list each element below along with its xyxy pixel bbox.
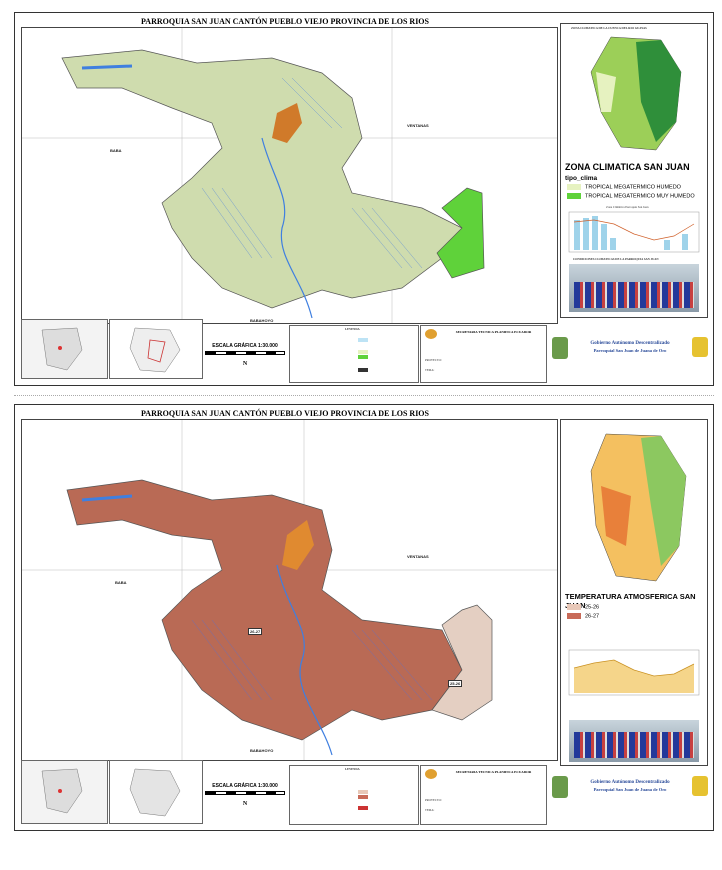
neighbor-label: VENTANAS	[407, 554, 429, 559]
photo-title: CONDICIONES CLIMATICAS DE LA PARROQUIA S…	[573, 257, 659, 261]
ecuador-coat-of-arms	[692, 776, 708, 796]
separator	[14, 395, 714, 396]
gad-parish: Parroquial San Juan de Juana de Oro	[593, 787, 667, 792]
parish-coat-of-arms	[552, 776, 568, 798]
side-panel-temperature: TEMPERATURA ATMOSFERICA SAN JUAN 25-26 2…	[560, 419, 708, 766]
legend-item: TROPICAL MEGATERMICO HUMEDO	[567, 184, 681, 190]
parish-coat-of-arms	[552, 337, 568, 359]
scale-label: ESCALA GRÁFICA 1:30.000	[212, 343, 278, 349]
neighbor-label: BABA	[115, 580, 127, 585]
legend-field: tipo_clima	[565, 175, 598, 182]
zone-label: 26-27	[248, 628, 263, 635]
legend-swatch	[567, 184, 581, 190]
project-label: PROYECTO:	[425, 358, 442, 362]
legend-swatch	[567, 604, 581, 610]
legend-swatch	[567, 193, 581, 199]
scale-bar: ESCALA GRÁFICA 1:30.000 N	[205, 343, 285, 367]
legend-item: TROPICAL MEGATERMICO MUY HUMEDO	[567, 193, 695, 199]
main-map-temperature[interactable]: BABA VENTANAS BABAHOYO 26-27 25-26	[21, 419, 558, 761]
gad-parish: Parroquial San Juan de Juana de Oro	[593, 348, 667, 353]
neighbor-label: VENTANAS	[407, 123, 429, 128]
ecuador-locator-map	[21, 760, 108, 824]
temperature-chart	[568, 649, 700, 696]
map-sheet-temperature: PARROQUIA SAN JUAN CANTÓN PUEBLO VIEJO P…	[14, 404, 714, 831]
neighbor-label: BABAHOYO	[250, 748, 274, 753]
canton-locator-map	[109, 760, 203, 824]
title-block: SECRETARIA TECNICA PLANIFICA ECUADOR PRO…	[420, 325, 547, 383]
zone-label: 25-26	[448, 680, 463, 687]
gad-name: Gobierno Autónomo Descentralizado	[590, 780, 670, 785]
gad-block: Gobierno Autónomo Descentralizado Parroq…	[550, 331, 710, 379]
scale-bar: ESCALA GRÁFICA 1:30.000 N	[205, 783, 285, 807]
gad-name: Gobierno Autónomo Descentralizado	[590, 341, 670, 346]
north-arrow: N	[242, 361, 248, 367]
chart-title: Zona Climática Parroquia San Juan	[606, 205, 649, 209]
temperature-photo	[569, 720, 699, 762]
neighbor-label: BABAHOYO	[250, 318, 274, 323]
climate-photo	[569, 264, 699, 312]
north-arrow: N	[242, 801, 248, 807]
inset-title: ZONA CLIMATICA DE LA CUENCA DEL RIO GUAY…	[571, 26, 647, 30]
agency-logo	[425, 769, 437, 779]
river	[276, 564, 333, 756]
map-title: PARROQUIA SAN JUAN CANTÓN PUEBLO VIEJO P…	[141, 17, 429, 26]
legend-item: 25-26	[567, 604, 599, 610]
theme-label: TEMA:	[425, 808, 435, 812]
parish-map-climate	[22, 28, 557, 323]
legend-item: 26-27	[567, 613, 599, 619]
legend-heading: LEYENDA	[345, 767, 360, 771]
ecuador-locator-map	[21, 319, 108, 379]
parish-area-very-humid	[436, 187, 485, 279]
neighbor-label: BABA	[110, 148, 122, 153]
map-legend: LEYENDA	[289, 325, 419, 383]
side-panel-climate: ZONA CLIMATICA DE LA CUENCA DEL RIO GUAY…	[560, 23, 708, 318]
map-sheet-climate: PARROQUIA SAN JUAN CANTÓN PUEBLO VIEJO P…	[14, 12, 714, 386]
agency-logo	[425, 329, 437, 339]
agency-name: SECRETARIA TECNICA PLANIFICA ECUADOR	[455, 330, 532, 334]
parish-area-humid	[61, 49, 463, 309]
theme-label: TEMA:	[425, 368, 435, 372]
legend-title: ZONA CLIMATICA SAN JUAN	[565, 162, 690, 172]
scale-label: ESCALA GRÁFICA 1:30.000	[212, 783, 278, 789]
canton-locator-map	[109, 319, 203, 379]
project-label: PROYECTO:	[425, 798, 442, 802]
main-map-climate[interactable]: BABA VENTANAS BABAHOYO	[21, 27, 558, 324]
map-title: PARROQUIA SAN JUAN CANTÓN PUEBLO VIEJO P…	[141, 409, 429, 418]
legend-heading: LEYENDA	[345, 327, 360, 331]
map-legend: LEYENDA	[289, 765, 419, 825]
temperature-zone-26-27	[66, 479, 463, 741]
title-block: SECRETARIA TECNICA PLANIFICA ECUADOR PRO…	[420, 765, 547, 825]
agency-name: SECRETARIA TECNICA PLANIFICA ECUADOR	[455, 770, 532, 774]
town-center	[272, 103, 302, 143]
climate-chart	[568, 211, 700, 253]
legend-swatch	[567, 613, 581, 619]
town-center	[282, 520, 314, 570]
river	[261, 137, 313, 319]
parish-map-temperature	[22, 420, 557, 760]
gad-block: Gobierno Autónomo Descentralizado Parroq…	[550, 770, 710, 820]
basin-temperature-inset	[590, 433, 687, 582]
basin-inset-map	[590, 36, 682, 151]
ecuador-coat-of-arms	[692, 337, 708, 357]
